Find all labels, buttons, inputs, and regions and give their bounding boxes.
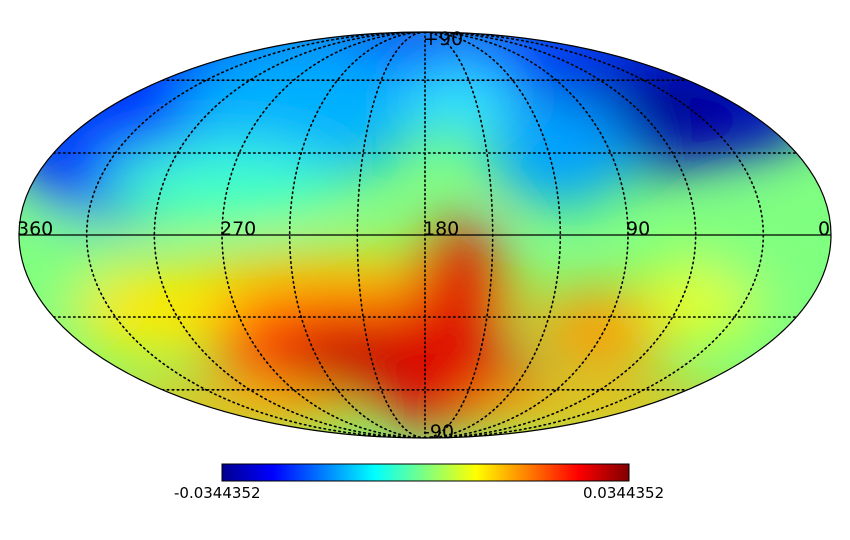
- colorbar: -0.0344352 0.0344352: [174, 463, 664, 502]
- lon-label-180: 180: [423, 218, 459, 240]
- lon-label-360: 360: [17, 218, 53, 240]
- colorbar-gradient: [221, 463, 630, 482]
- colorbar-max-label: 0.0344352: [583, 484, 664, 502]
- lon-label-270: 270: [220, 218, 256, 240]
- longitude-labels: 360 270 180 90 0: [17, 218, 830, 240]
- lat-label-south: -90: [423, 421, 454, 443]
- meridian-line: [424, 32, 629, 438]
- lon-label-90: 90: [626, 218, 650, 240]
- map-outline: [18, 31, 832, 439]
- colorbar-min-label: -0.0344352: [174, 484, 261, 502]
- lon-label-0: 0: [818, 218, 830, 240]
- latitude-labels: +90 -90: [423, 28, 463, 443]
- lat-label-north: +90: [423, 28, 463, 50]
